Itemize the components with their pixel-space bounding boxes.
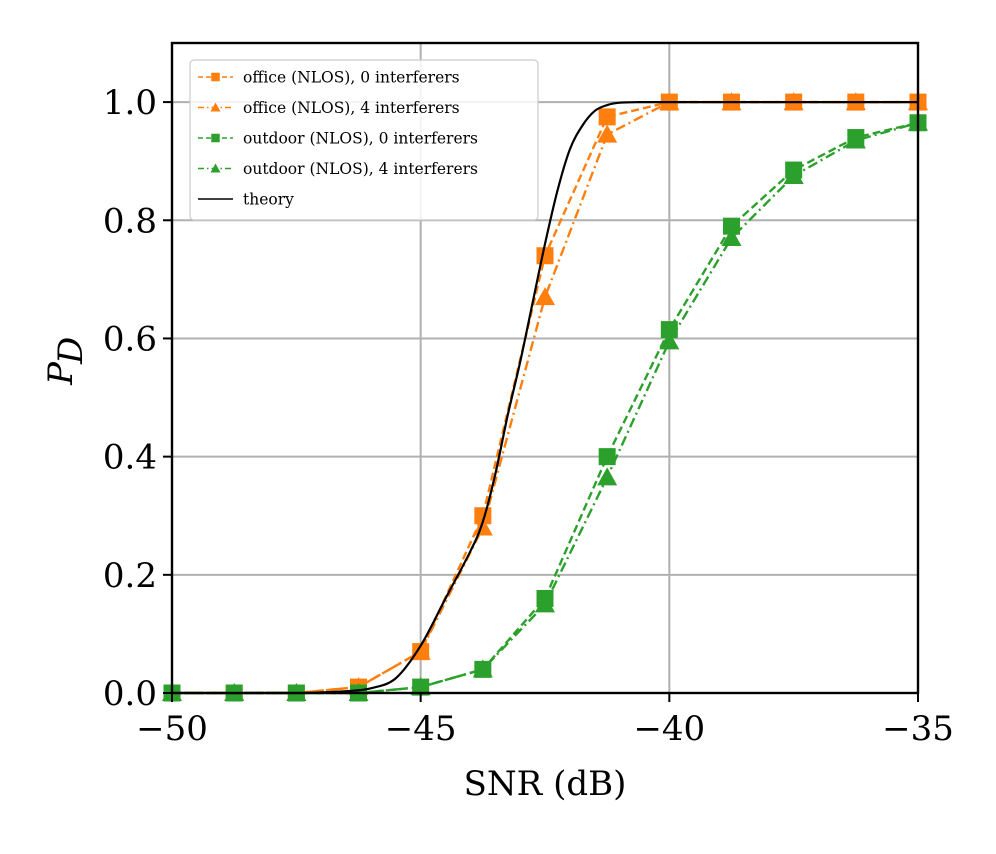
point-marker bbox=[598, 448, 616, 466]
x-tick-label: −40 bbox=[633, 709, 705, 749]
legend-label: office (NLOS), 0 interferers bbox=[243, 69, 460, 87]
point-marker bbox=[472, 517, 493, 536]
point-marker bbox=[598, 108, 616, 126]
legend-item: office (NLOS), 4 interferers bbox=[198, 99, 460, 117]
point-marker bbox=[783, 165, 804, 184]
point-marker bbox=[211, 133, 220, 143]
y-tick-label: 0.4 bbox=[103, 438, 157, 478]
series-line bbox=[171, 100, 918, 695]
x-axis-title: SNR (dB) bbox=[464, 764, 627, 804]
point-marker bbox=[536, 247, 554, 265]
legend-item: office (NLOS), 0 interferers bbox=[198, 69, 460, 87]
point-marker bbox=[721, 228, 742, 246]
x-tick-label: −35 bbox=[882, 709, 954, 749]
y-tick-label: 0.8 bbox=[103, 201, 157, 241]
ticks bbox=[163, 101, 919, 702]
point-marker bbox=[474, 507, 492, 525]
point-marker bbox=[535, 594, 555, 613]
point-marker bbox=[210, 163, 221, 173]
point-marker bbox=[472, 659, 493, 678]
legend: office (NLOS), 0 interferers office (NLOS… bbox=[189, 59, 539, 221]
legend-item: theory bbox=[198, 191, 294, 209]
y-tick-label: 0.2 bbox=[103, 556, 157, 596]
x-tick-label: −45 bbox=[385, 709, 457, 749]
plot-frame bbox=[170, 41, 920, 695]
point-marker bbox=[597, 124, 618, 143]
svg-text:D: D bbox=[51, 337, 91, 365]
point-marker bbox=[210, 102, 221, 112]
y-axis-title: P D bbox=[41, 337, 91, 386]
point-marker bbox=[659, 331, 680, 350]
legend-item: outdoor (NLOS), 0 interferers bbox=[198, 130, 478, 148]
series-4 bbox=[171, 100, 918, 695]
legend-box bbox=[189, 59, 539, 221]
y-tick-label: 1.0 bbox=[103, 83, 157, 123]
point-marker bbox=[211, 72, 220, 82]
point-marker bbox=[723, 217, 740, 235]
legend-item: outdoor (NLOS), 4 interferers bbox=[198, 160, 478, 178]
point-marker bbox=[597, 467, 618, 486]
legend-label: theory bbox=[243, 191, 294, 209]
point-marker bbox=[535, 287, 555, 306]
y-tick-label: 0.6 bbox=[103, 319, 157, 359]
svg-text:P: P bbox=[41, 361, 81, 386]
y-tick-label: 0.0 bbox=[103, 674, 157, 714]
legend-label: office (NLOS), 4 interferers bbox=[243, 99, 460, 117]
legend-label: outdoor (NLOS), 0 interferers bbox=[243, 130, 478, 148]
legend-label: outdoor (NLOS), 4 interferers bbox=[243, 160, 478, 178]
point-marker bbox=[410, 677, 431, 696]
tick-labels: −50 −45 −40 −35 0.0 0.2 0.4 0.6 0.8 1.0 bbox=[103, 83, 954, 749]
point-marker bbox=[845, 130, 866, 149]
x-tick-label: −50 bbox=[136, 709, 208, 749]
